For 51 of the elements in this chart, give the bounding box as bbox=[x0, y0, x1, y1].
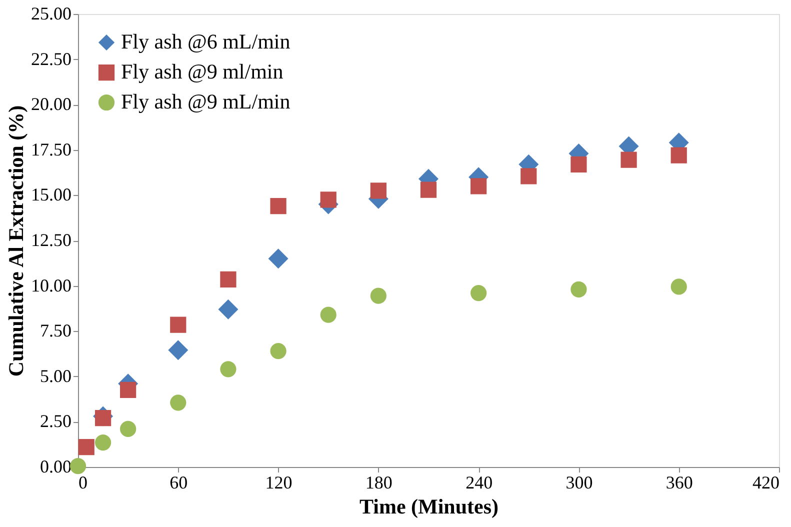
point bbox=[218, 299, 238, 320]
y-tick-label: 20.00 bbox=[31, 94, 72, 114]
point bbox=[670, 278, 687, 295]
point bbox=[170, 394, 186, 411]
point bbox=[220, 271, 236, 288]
point bbox=[170, 316, 186, 333]
x-tick-label: 240 bbox=[466, 472, 493, 492]
x-tick-label: 180 bbox=[365, 472, 392, 492]
point bbox=[168, 340, 188, 360]
point bbox=[370, 182, 386, 199]
y-tick-label: 0.00 bbox=[40, 456, 72, 476]
y-tick-label: 7.50 bbox=[40, 320, 72, 341]
x-axis-title: Time (Minutes) bbox=[359, 494, 499, 518]
point bbox=[268, 248, 288, 269]
x-tick-label: 120 bbox=[265, 472, 292, 492]
point bbox=[570, 156, 587, 172]
point bbox=[620, 152, 637, 168]
point bbox=[70, 458, 86, 474]
point bbox=[470, 285, 487, 302]
x-tick-label: 60 bbox=[170, 472, 188, 492]
point bbox=[670, 147, 687, 164]
y-axis-title: Cumulative Al Extraction (%) bbox=[4, 105, 28, 377]
point bbox=[470, 178, 487, 194]
point bbox=[94, 434, 112, 451]
point bbox=[370, 288, 386, 304]
point bbox=[320, 192, 336, 208]
point bbox=[270, 342, 286, 360]
point bbox=[78, 439, 94, 456]
y-tick-label: 10.00 bbox=[31, 275, 72, 296]
x-tick-label: 420 bbox=[752, 472, 780, 492]
legend-label: Fly ash @9 ml/min bbox=[121, 60, 284, 84]
y-tick-label: 25.00 bbox=[31, 4, 72, 24]
point bbox=[120, 382, 136, 398]
x-tick-label: 0 bbox=[78, 472, 88, 492]
point bbox=[520, 168, 537, 184]
point bbox=[270, 198, 286, 214]
point bbox=[320, 306, 336, 323]
point bbox=[220, 361, 236, 378]
x-tick-label: 360 bbox=[666, 472, 693, 492]
y-tick-label: 17.50 bbox=[31, 139, 72, 160]
y-tick-label: 22.50 bbox=[31, 48, 72, 69]
point bbox=[420, 182, 437, 198]
legend-label: Fly ash @6 mL/min bbox=[121, 30, 291, 54]
y-tick-label: 15.00 bbox=[31, 184, 72, 205]
point bbox=[120, 420, 136, 437]
legend-label: Fly ash @9 mL/min bbox=[121, 90, 291, 114]
point bbox=[570, 281, 587, 298]
y-tick-label: 12.50 bbox=[31, 230, 72, 250]
x-tick-label: 300 bbox=[566, 472, 593, 492]
y-tick-label: 2.50 bbox=[40, 411, 72, 432]
y-tick-label: 5.00 bbox=[40, 366, 72, 386]
